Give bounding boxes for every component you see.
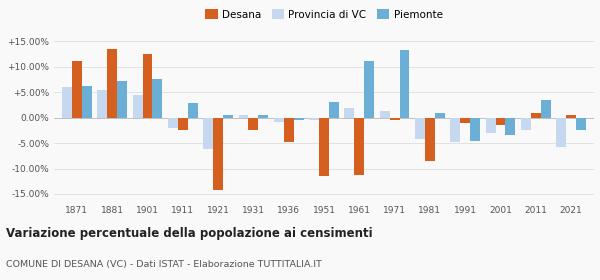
Bar: [415, 118, 425, 139]
Bar: [82, 86, 92, 118]
Bar: [566, 115, 576, 118]
Bar: [168, 118, 178, 128]
Bar: [259, 115, 268, 118]
Bar: [496, 118, 505, 125]
Bar: [133, 95, 143, 118]
Bar: [239, 115, 248, 118]
Bar: [213, 118, 223, 190]
Bar: [62, 87, 72, 118]
Bar: [72, 60, 82, 118]
Bar: [380, 111, 389, 118]
Bar: [248, 118, 259, 130]
Bar: [505, 118, 515, 136]
Bar: [309, 118, 319, 120]
Bar: [117, 81, 127, 118]
Bar: [355, 118, 364, 175]
Bar: [531, 113, 541, 118]
Bar: [344, 108, 355, 118]
Bar: [329, 102, 339, 118]
Bar: [576, 118, 586, 130]
Bar: [97, 90, 107, 118]
Bar: [284, 118, 293, 142]
Legend: Desana, Provincia di VC, Piemonte: Desana, Provincia di VC, Piemonte: [201, 5, 447, 24]
Bar: [178, 118, 188, 130]
Bar: [451, 118, 460, 142]
Bar: [143, 54, 152, 118]
Bar: [556, 118, 566, 147]
Bar: [521, 118, 531, 130]
Bar: [364, 60, 374, 118]
Bar: [400, 50, 409, 118]
Bar: [319, 118, 329, 176]
Bar: [223, 115, 233, 118]
Bar: [460, 118, 470, 123]
Bar: [425, 118, 435, 161]
Bar: [485, 118, 496, 133]
Text: Variazione percentuale della popolazione ai censimenti: Variazione percentuale della popolazione…: [6, 227, 373, 240]
Bar: [389, 118, 400, 120]
Bar: [470, 118, 480, 141]
Bar: [435, 113, 445, 118]
Bar: [107, 49, 117, 118]
Bar: [293, 118, 304, 120]
Bar: [203, 118, 213, 149]
Bar: [541, 100, 551, 118]
Bar: [188, 103, 197, 118]
Bar: [274, 118, 284, 122]
Text: COMUNE DI DESANA (VC) - Dati ISTAT - Elaborazione TUTTITALIA.IT: COMUNE DI DESANA (VC) - Dati ISTAT - Ela…: [6, 260, 322, 269]
Bar: [152, 80, 163, 118]
